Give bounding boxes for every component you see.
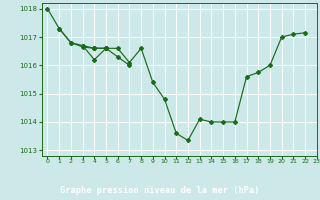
Text: Graphe pression niveau de la mer (hPa): Graphe pression niveau de la mer (hPa) (60, 186, 260, 195)
